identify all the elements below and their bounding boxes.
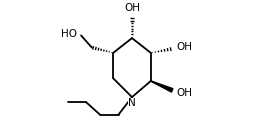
Text: OH: OH — [124, 3, 140, 13]
Text: OH: OH — [176, 88, 192, 98]
Text: N: N — [128, 98, 136, 108]
Text: HO: HO — [61, 29, 77, 39]
Text: OH: OH — [176, 43, 192, 52]
Polygon shape — [151, 81, 173, 92]
